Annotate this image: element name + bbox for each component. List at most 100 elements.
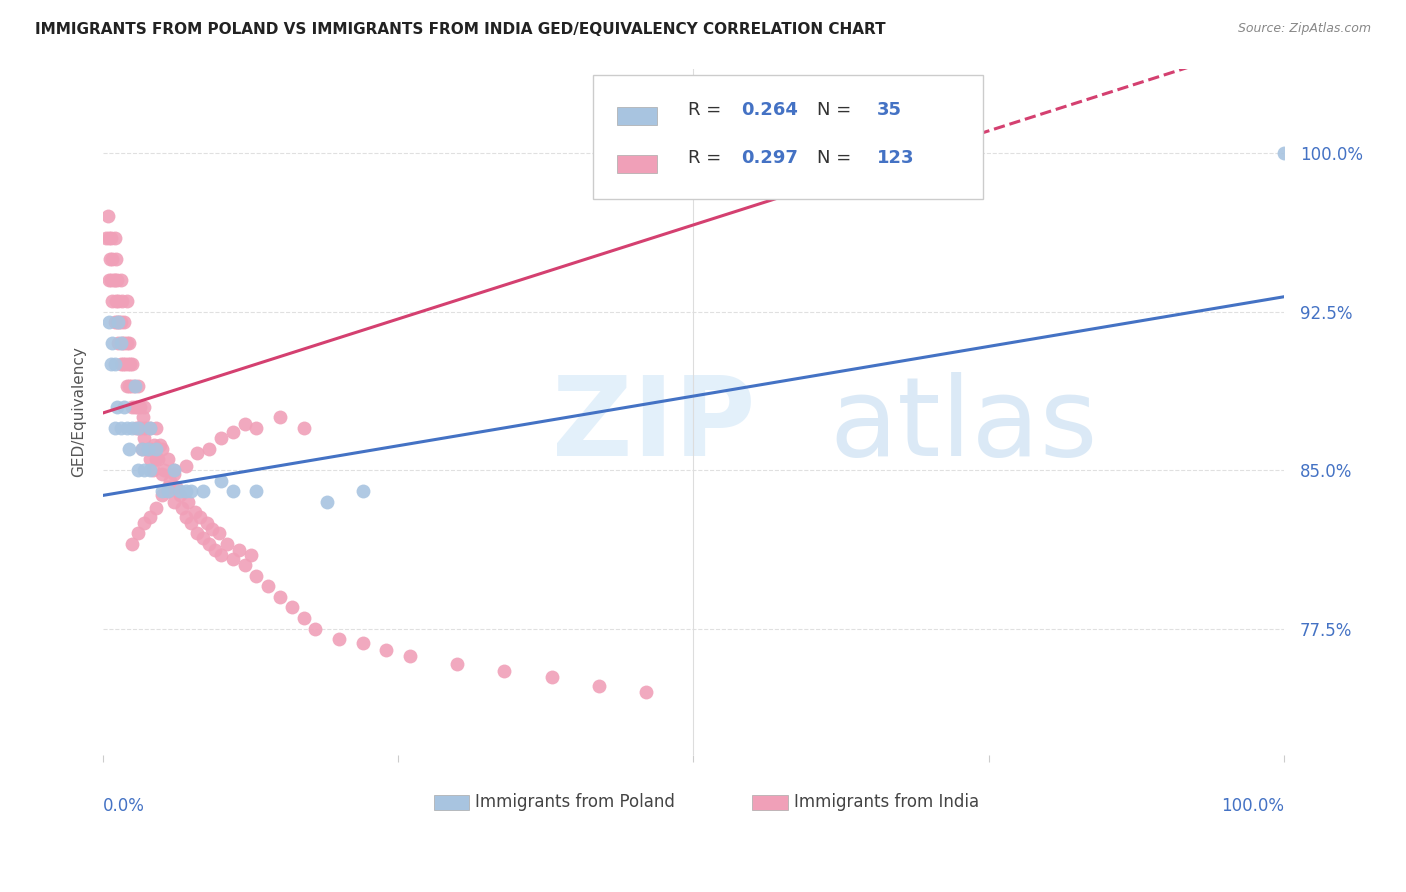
Point: [127, 400, 149, 414]
Point: [104, 230, 127, 244]
Point: [115, 378, 138, 392]
Point: [281, 600, 304, 615]
Text: Immigrants from Poland: Immigrants from Poland: [475, 793, 675, 811]
FancyBboxPatch shape: [617, 155, 657, 173]
Y-axis label: GED/Equivalency: GED/Equivalency: [72, 346, 86, 477]
Point: [163, 495, 186, 509]
Point: [148, 452, 170, 467]
Point: [120, 358, 142, 372]
Point: [233, 558, 256, 573]
Point: [117, 358, 139, 372]
Point: [180, 484, 202, 499]
Point: [115, 293, 138, 308]
Point: [100, 273, 122, 287]
Point: [245, 421, 267, 435]
Point: [193, 484, 215, 499]
Point: [150, 484, 173, 499]
Text: Source: ZipAtlas.com: Source: ZipAtlas.com: [1237, 22, 1371, 36]
Point: [105, 400, 128, 414]
Point: [120, 378, 142, 392]
Point: [222, 425, 245, 439]
Point: [107, 293, 129, 308]
Point: [118, 442, 141, 456]
Point: [128, 400, 150, 414]
Point: [118, 336, 141, 351]
Point: [115, 336, 138, 351]
Point: [121, 358, 143, 372]
Point: [145, 501, 167, 516]
Point: [121, 537, 143, 551]
Text: ZIP: ZIP: [551, 372, 755, 479]
Point: [375, 642, 398, 657]
Point: [208, 526, 231, 541]
Point: [195, 516, 218, 530]
Point: [352, 484, 374, 499]
Point: [193, 531, 215, 545]
Point: [269, 410, 291, 425]
Text: N =: N =: [817, 101, 858, 119]
Point: [134, 400, 156, 414]
Point: [145, 442, 167, 456]
Point: [186, 526, 208, 541]
Point: [209, 431, 232, 445]
Point: [186, 446, 208, 460]
Point: [188, 509, 211, 524]
Point: [104, 421, 127, 435]
Point: [209, 548, 232, 562]
Point: [101, 293, 124, 308]
Point: [110, 336, 132, 351]
Point: [139, 452, 162, 467]
Point: [112, 336, 135, 351]
Point: [163, 463, 186, 477]
Point: [156, 452, 179, 467]
Point: [145, 452, 167, 467]
Point: [136, 442, 159, 456]
Point: [169, 484, 191, 499]
Point: [292, 421, 315, 435]
Point: [352, 636, 374, 650]
Text: atlas: atlas: [830, 372, 1098, 479]
Point: [121, 421, 143, 435]
Point: [174, 458, 197, 473]
Point: [257, 579, 280, 593]
Point: [129, 421, 152, 435]
Point: [245, 484, 267, 499]
Point: [204, 543, 226, 558]
Point: [132, 410, 155, 425]
Point: [304, 622, 326, 636]
Point: [494, 664, 516, 678]
Point: [110, 421, 132, 435]
Point: [153, 463, 176, 477]
Point: [156, 480, 179, 494]
Point: [97, 315, 120, 329]
Point: [105, 273, 128, 287]
Point: [292, 611, 315, 625]
Point: [136, 442, 159, 456]
FancyBboxPatch shape: [752, 795, 787, 810]
Point: [100, 358, 122, 372]
Point: [174, 484, 197, 499]
Point: [245, 568, 267, 582]
Point: [121, 400, 143, 414]
Point: [169, 488, 191, 502]
Point: [200, 522, 222, 536]
Point: [110, 273, 132, 287]
Point: [134, 431, 156, 445]
Point: [104, 273, 127, 287]
Point: [118, 378, 141, 392]
Point: [131, 442, 153, 456]
Point: [228, 543, 250, 558]
Point: [127, 378, 149, 392]
Point: [446, 657, 468, 672]
Point: [131, 442, 153, 456]
Text: R =: R =: [688, 149, 727, 167]
Point: [163, 463, 186, 477]
Point: [139, 421, 162, 435]
Point: [222, 551, 245, 566]
Point: [328, 632, 350, 646]
Point: [114, 358, 136, 372]
Point: [97, 210, 120, 224]
Text: IMMIGRANTS FROM POLAND VS IMMIGRANTS FROM INDIA GED/EQUIVALENCY CORRELATION CHAR: IMMIGRANTS FROM POLAND VS IMMIGRANTS FRO…: [35, 22, 886, 37]
Point: [222, 484, 245, 499]
Point: [159, 474, 181, 488]
